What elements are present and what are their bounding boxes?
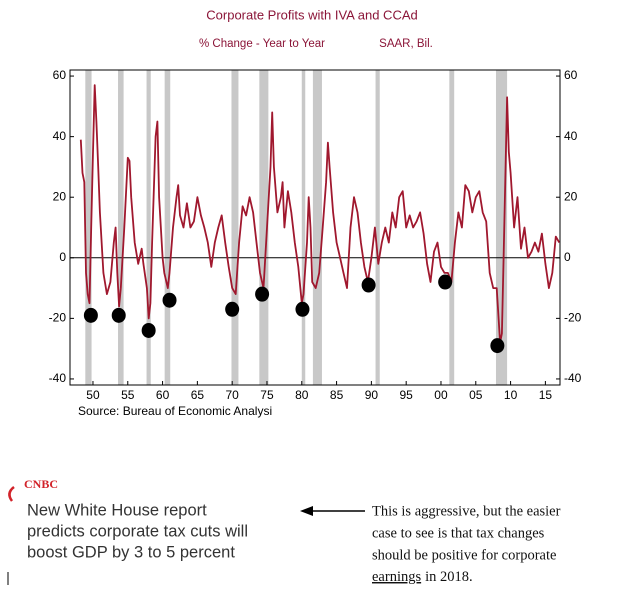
note: earnings in 2018. [372,569,473,585]
recession-band [495,70,508,385]
trough-marker [83,307,98,323]
y2-tick-label: 60 [564,68,578,82]
x-tick-label: 70 [225,388,239,402]
x-tick-label: 60 [156,388,170,402]
x-tick-label: 55 [121,388,135,402]
trough-marker [255,286,270,302]
headline: boost GDP by 3 to 5 percent [27,543,235,561]
trough-marker [490,338,505,354]
recession-band [259,70,269,385]
trough-marker [141,322,156,338]
cnbc-logo: CNBC [24,477,58,491]
y-tick-label: 40 [53,129,67,143]
source: Source: Bureau of Economic Analysi [78,404,272,418]
recession-band [301,70,306,385]
x-tick-label: 90 [365,388,379,402]
trough-marker [225,301,240,317]
recession-band [118,70,124,385]
x-tick-label: 05 [469,388,483,402]
x-tick-label: 10 [504,388,518,402]
y2-tick-label: 20 [564,189,578,203]
cnbc-peacock [8,486,15,502]
note-rest: in 2018. [425,569,473,585]
x-tick-label: 15 [539,388,553,402]
y2-tick-label: -40 [564,371,582,385]
recession-band [449,70,455,385]
chart-subtitle: SAAR, Bil. [379,38,433,50]
x-tick-label: 85 [330,388,344,402]
y-tick-label: 20 [53,189,67,203]
trough-marker [361,277,376,293]
trough-marker [111,307,126,323]
x-tick-label: 65 [191,388,205,402]
recession-band [375,70,380,385]
headline: predicts corporate tax cuts will [27,522,248,540]
recession-band [312,70,322,385]
y2-tick-label: -20 [564,311,582,325]
y-tick-label: -20 [49,311,67,325]
arrow-head [300,506,313,516]
recession-band [85,70,92,385]
note-underlined: earnings [372,569,421,585]
y-tick-label: 0 [59,250,66,264]
trough-marker [295,301,310,317]
chart-title: Corporate Profits with IVA and CCAd [206,7,417,22]
trough-marker [162,292,177,308]
x-tick-label: 95 [399,388,413,402]
y-tick-label: 60 [53,68,67,82]
x-tick-label: 75 [260,388,274,402]
x-tick-label: 50 [86,388,100,402]
recession-band [231,70,239,385]
trough-marker [438,274,453,290]
recession-band [146,70,151,385]
x-tick-label: 00 [434,388,448,402]
headline: New White House report [27,501,207,519]
chart-subtitle: % Change - Year to Year [199,38,325,50]
y2-tick-label: 40 [564,129,578,143]
plot-frame [69,69,561,386]
y2-tick-label: 0 [564,250,571,264]
x-tick-label: 80 [295,388,309,402]
note: This is aggressive, but the easier [372,503,561,519]
note: case to see is that tax changes [372,525,545,541]
y-tick-label: -40 [49,371,67,385]
note: should be positive for corporate [372,547,556,563]
recession-band [164,70,171,385]
